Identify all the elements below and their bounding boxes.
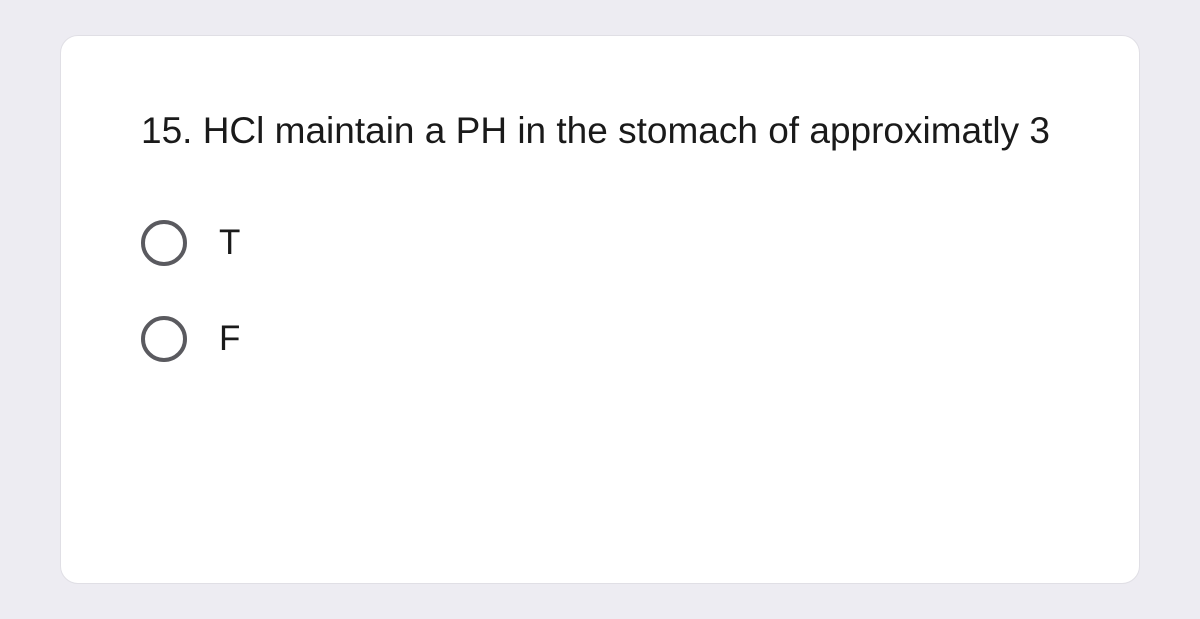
option-true[interactable]: T [141,220,1059,266]
radio-icon [141,316,187,362]
option-label: T [219,223,240,263]
radio-icon [141,220,187,266]
options-group: T F [141,220,1059,362]
option-label: F [219,319,240,359]
option-false[interactable]: F [141,316,1059,362]
question-card: 15. HCl maintain a PH in the stomach of … [60,35,1140,584]
question-text: 15. HCl maintain a PH in the stomach of … [141,101,1059,160]
